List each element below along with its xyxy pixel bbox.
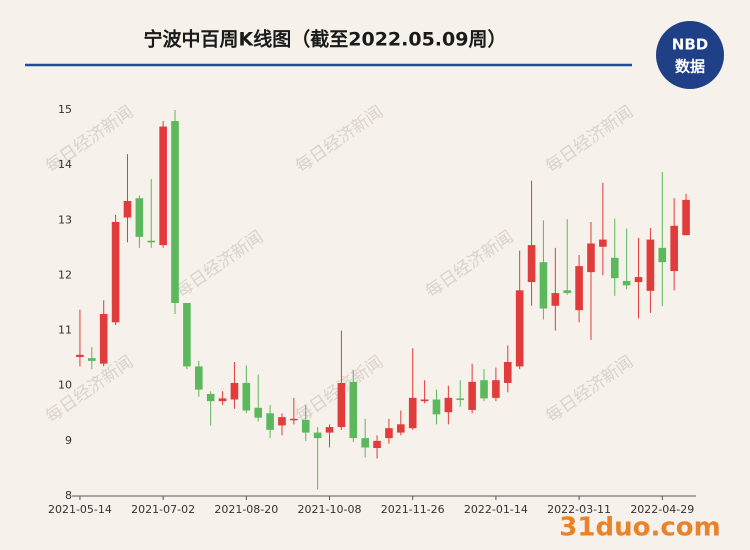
candle-body (123, 200, 132, 218)
candle-body (111, 221, 120, 323)
candle-body (575, 266, 583, 311)
x-tick-label: 2021-08-20 (214, 503, 278, 516)
watermark: 每日经济新闻 (292, 102, 387, 177)
y-tick-label: 12 (58, 268, 72, 281)
candle-body (99, 314, 108, 364)
watermark: 每日经济新闻 (542, 102, 637, 177)
candle-body (337, 382, 346, 428)
x-tick-label: 2022-03-11 (547, 503, 611, 516)
candle-body (159, 126, 167, 246)
watermark: 每日经济新闻 (42, 102, 137, 177)
candle-body (492, 380, 500, 398)
candle-body (515, 290, 524, 367)
candle-body (397, 424, 405, 433)
x-tick-label: 2022-04-29 (630, 503, 694, 516)
candle-body (290, 418, 298, 421)
candle-body (313, 432, 322, 439)
candle-body (206, 393, 215, 402)
candle-body (76, 354, 84, 358)
candle-body (599, 239, 607, 247)
candle-body (610, 257, 619, 279)
y-tick-label: 10 (58, 379, 72, 392)
candle-body (171, 121, 179, 304)
candle-body (658, 247, 667, 263)
candle-body (646, 239, 655, 291)
candle-body (444, 397, 453, 413)
candle-body (432, 399, 441, 415)
candle-body (468, 381, 476, 410)
y-tick-label: 13 (58, 213, 72, 226)
x-tick-label: 2022-01-14 (464, 503, 528, 516)
candle-body (254, 407, 263, 418)
candle-body (670, 225, 678, 272)
candle-body (147, 240, 156, 243)
x-tick-label: 2021-10-08 (298, 503, 362, 516)
candle-body (622, 280, 631, 286)
candle-body (420, 399, 429, 402)
y-tick-label: 14 (58, 158, 72, 171)
candle-body (587, 243, 595, 273)
candle-body (408, 397, 417, 429)
watermark: 每日经济新闻 (42, 352, 137, 427)
candle-body (503, 362, 512, 383)
candle-body (194, 366, 203, 390)
candle-body (325, 427, 334, 433)
candle-body (242, 382, 251, 411)
watermark: 每日经济新闻 (172, 227, 267, 302)
watermark: 每日经济新闻 (542, 352, 637, 427)
candle-body (218, 398, 227, 402)
watermark: 每日经济新闻 (422, 227, 517, 302)
candle-body (135, 198, 144, 237)
candle-body (361, 438, 369, 448)
candle-body (88, 358, 96, 361)
candle-body (539, 262, 548, 309)
candle-body (527, 245, 536, 283)
candle-body (480, 380, 488, 399)
candle-body (563, 290, 572, 294)
candle-body (278, 417, 286, 426)
logo (656, 21, 724, 89)
site-watermark: 31duo.com (559, 513, 720, 543)
logo-text: NBD (672, 36, 708, 54)
candle-body (682, 199, 690, 236)
candle-body (551, 293, 560, 306)
candle-body (266, 413, 274, 430)
x-tick-label: 2021-05-14 (48, 503, 112, 516)
x-tick-label: 2021-11-26 (381, 503, 445, 516)
candle-body (349, 381, 358, 439)
y-tick-label: 15 (58, 103, 72, 116)
y-tick-label: 11 (58, 324, 72, 337)
candle-body (373, 440, 381, 449)
chart-title: 宁波中百周K线图（截至2022.05.09周） (144, 28, 507, 51)
logo-text: 数据 (675, 58, 705, 76)
candle-body (183, 303, 191, 367)
y-tick-label: 9 (65, 434, 72, 447)
candle-body (634, 277, 643, 283)
candle-body (456, 398, 465, 401)
candle-body (385, 428, 393, 439)
x-tick-label: 2021-07-02 (131, 503, 195, 516)
candle-body (301, 419, 310, 433)
y-tick-label: 8 (65, 489, 72, 502)
candle-body (230, 382, 239, 400)
